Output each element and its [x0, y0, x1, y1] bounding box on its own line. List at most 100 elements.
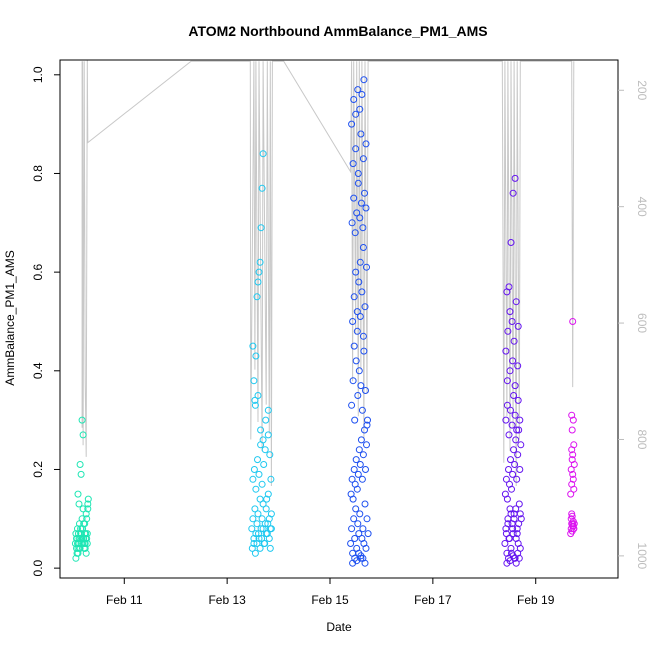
- data-point: [516, 416, 524, 424]
- data-point: [84, 500, 92, 508]
- data-point: [361, 559, 369, 567]
- data-point: [76, 544, 83, 552]
- data-point: [568, 426, 576, 434]
- data-point: [248, 525, 256, 533]
- data-point: [255, 530, 262, 538]
- data-point: [348, 475, 356, 483]
- data-point: [502, 530, 510, 538]
- data-point: [353, 308, 361, 316]
- data-point: [501, 540, 509, 547]
- data-point: [508, 421, 516, 429]
- data-point: [356, 461, 364, 468]
- data-point: [254, 456, 261, 464]
- data-point: [76, 461, 84, 468]
- altitude-line: [81, 59, 575, 487]
- data-point: [515, 520, 523, 528]
- data-point: [355, 278, 363, 286]
- data-point: [355, 530, 363, 538]
- data-point: [81, 530, 89, 538]
- data-point: [355, 446, 363, 454]
- data-point: [512, 436, 520, 444]
- data-point: [253, 540, 261, 547]
- data-point: [356, 510, 364, 518]
- data-point: [357, 199, 365, 207]
- data-point: [514, 362, 522, 370]
- data-point: [352, 505, 360, 513]
- data-point: [257, 426, 265, 434]
- data-point: [503, 549, 511, 557]
- data-point: [360, 76, 368, 84]
- data-point: [252, 352, 260, 360]
- data-point: [77, 470, 85, 478]
- data-point: [358, 406, 366, 414]
- data-point: [354, 170, 362, 177]
- data-point: [512, 559, 520, 567]
- plot-frame: [59, 59, 619, 579]
- x-tick-label: Feb 17: [414, 593, 452, 607]
- data-point: [504, 520, 512, 528]
- data-point: [515, 426, 523, 434]
- data-point: [509, 470, 517, 478]
- data-point: [509, 530, 517, 538]
- data-point: [255, 470, 263, 478]
- data-point: [513, 475, 521, 483]
- data-point: [254, 510, 262, 518]
- data-point: [262, 530, 270, 538]
- data-point: [506, 367, 514, 375]
- data-point: [358, 91, 366, 98]
- data-point: [264, 406, 272, 414]
- data-point: [256, 495, 264, 503]
- data-point: [350, 342, 358, 350]
- data-point: [512, 505, 520, 513]
- data-point: [513, 525, 521, 533]
- data-point: [511, 411, 519, 419]
- data-point: [82, 510, 90, 518]
- y-tick-label: 1.0: [31, 66, 45, 83]
- data-point: [356, 313, 364, 320]
- data-point: [515, 554, 523, 562]
- data-point: [354, 86, 362, 94]
- data-point: [353, 327, 361, 335]
- data-point: [354, 392, 362, 399]
- data-point: [356, 214, 364, 222]
- data-point: [349, 495, 357, 503]
- y-tick-label: 0.6: [31, 263, 45, 280]
- data-point: [256, 544, 264, 552]
- y-tick-label: 0.2: [31, 461, 45, 478]
- data-point: [513, 426, 521, 434]
- data-point: [570, 525, 578, 533]
- data-point: [249, 475, 257, 483]
- data-point: [248, 544, 256, 552]
- data-point: [80, 520, 88, 528]
- data-point: [264, 490, 272, 498]
- data-point: [352, 110, 360, 118]
- data-point: [508, 318, 516, 325]
- data-point: [569, 416, 577, 424]
- data-point: [507, 510, 515, 518]
- data-point: [79, 540, 87, 547]
- x-tick-label: Feb 11: [106, 593, 143, 607]
- data-point: [507, 544, 515, 552]
- data-point: [359, 224, 367, 232]
- data-point: [362, 140, 370, 148]
- data-point: [262, 416, 270, 424]
- data-point: [257, 224, 265, 232]
- data-point: [511, 554, 519, 562]
- data-point: [249, 342, 257, 350]
- data-point: [348, 525, 356, 533]
- data-point: [84, 495, 92, 503]
- data-point: [262, 505, 270, 513]
- data-point: [78, 416, 86, 424]
- data-point: [254, 392, 262, 399]
- data-point: [502, 347, 510, 355]
- data-point: [251, 505, 259, 513]
- data-point: [357, 130, 365, 138]
- data-point: [503, 401, 511, 409]
- data-point: [72, 530, 80, 538]
- data-point: [266, 544, 274, 552]
- data-point: [250, 535, 258, 542]
- data-point: [362, 387, 369, 394]
- data-point: [511, 174, 519, 182]
- data-point: [74, 490, 82, 498]
